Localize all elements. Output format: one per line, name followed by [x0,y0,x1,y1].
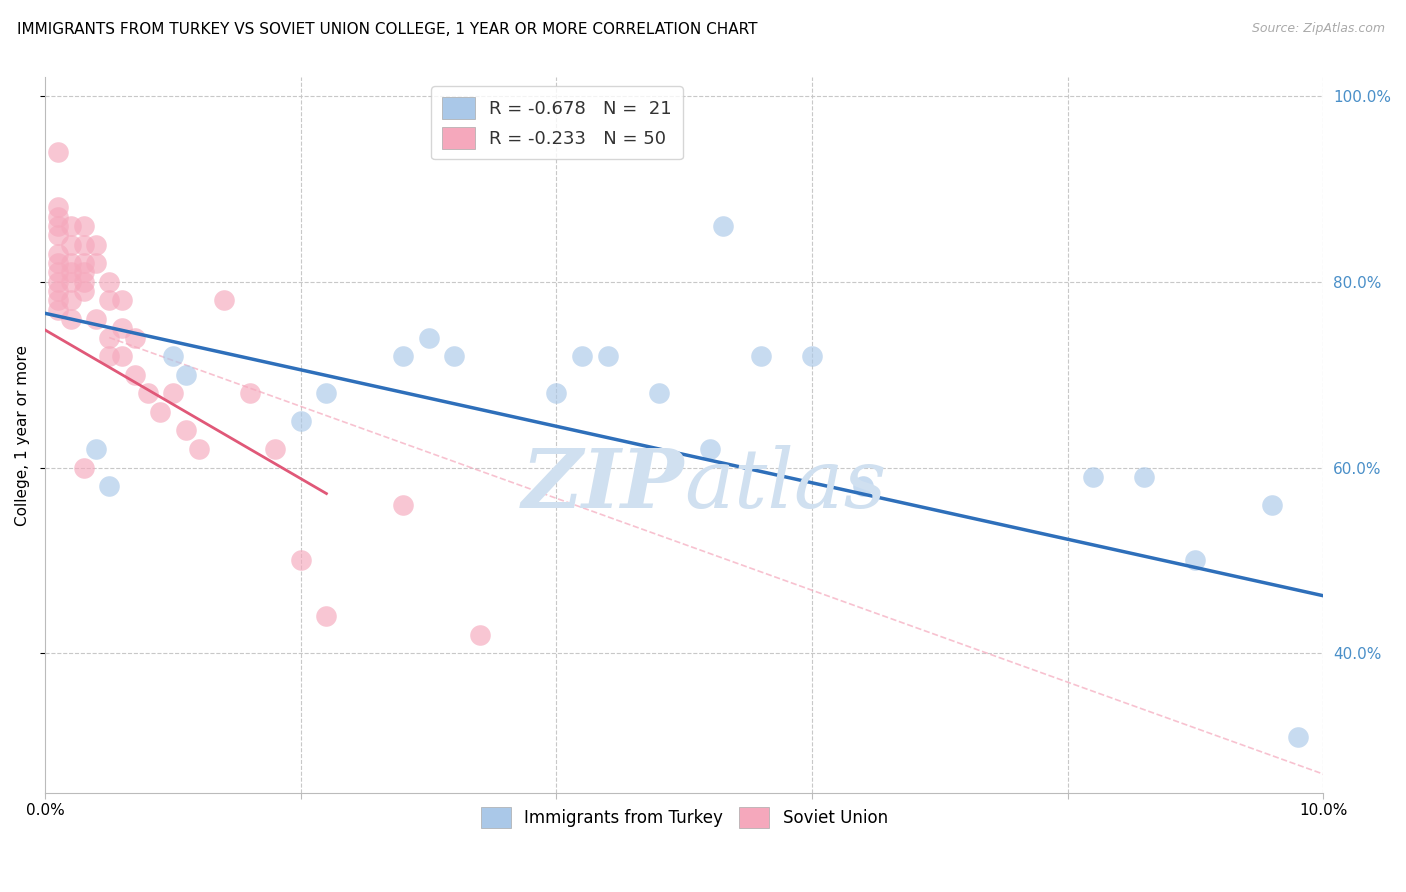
Point [315,609,337,624]
Point [315,386,337,401]
Point [72,256,94,270]
Point [72,219,94,233]
Y-axis label: College, 1 year or more: College, 1 year or more [15,344,30,525]
Point [59,293,82,308]
Point [98,330,121,344]
Point [86,312,108,326]
Point [46,256,69,270]
Point [46,265,69,279]
Point [596,349,619,363]
Point [392,349,415,363]
Point [136,386,159,401]
Point [59,219,82,233]
Legend: Immigrants from Turkey, Soviet Union: Immigrants from Turkey, Soviet Union [474,801,894,834]
Point [1286,730,1309,744]
Point [149,405,172,419]
Point [98,275,121,289]
Point [392,498,415,512]
Point [418,330,440,344]
Point [59,312,82,326]
Point [749,349,772,363]
Point [72,265,94,279]
Point [46,247,69,261]
Point [239,386,262,401]
Point [1133,470,1156,484]
Point [852,479,875,493]
Point [174,368,197,382]
Point [46,201,69,215]
Point [546,386,568,401]
Point [72,460,94,475]
Point [187,442,209,456]
Point [162,386,184,401]
Point [290,414,312,428]
Point [264,442,287,456]
Point [46,210,69,224]
Point [72,237,94,252]
Point [46,284,69,298]
Point [290,553,312,567]
Point [1261,498,1284,512]
Point [111,349,134,363]
Text: ZIP: ZIP [522,445,685,525]
Point [46,145,69,159]
Point [801,349,824,363]
Point [1184,553,1206,567]
Point [124,330,146,344]
Point [162,349,184,363]
Point [571,349,593,363]
Point [174,424,197,438]
Point [72,284,94,298]
Text: IMMIGRANTS FROM TURKEY VS SOVIET UNION COLLEGE, 1 YEAR OR MORE CORRELATION CHART: IMMIGRANTS FROM TURKEY VS SOVIET UNION C… [17,22,758,37]
Point [86,442,108,456]
Point [111,321,134,335]
Point [46,219,69,233]
Point [72,275,94,289]
Text: atlas: atlas [685,445,887,525]
Point [98,349,121,363]
Point [59,256,82,270]
Point [648,386,671,401]
Point [699,442,721,456]
Point [1083,470,1105,484]
Point [711,219,734,233]
Text: Source: ZipAtlas.com: Source: ZipAtlas.com [1251,22,1385,36]
Point [212,293,235,308]
Point [46,293,69,308]
Point [98,293,121,308]
Point [111,293,134,308]
Point [443,349,465,363]
Point [46,228,69,243]
Point [468,628,491,642]
Point [46,302,69,317]
Point [124,368,146,382]
Point [59,275,82,289]
Point [86,256,108,270]
Point [59,265,82,279]
Point [98,479,121,493]
Point [86,237,108,252]
Point [46,275,69,289]
Point [59,237,82,252]
